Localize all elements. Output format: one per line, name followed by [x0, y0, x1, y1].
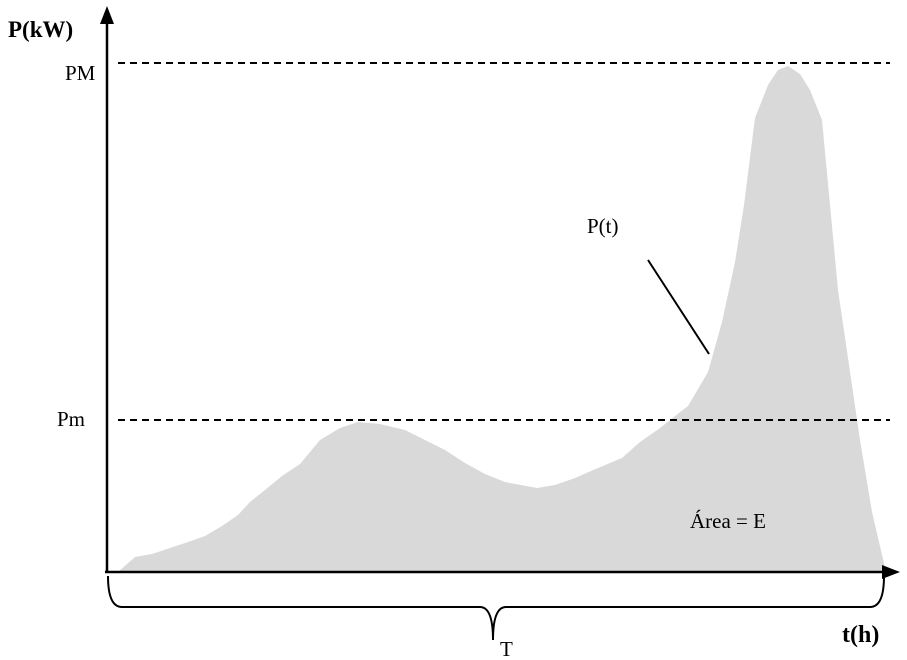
- max-power-label: PM: [65, 61, 96, 85]
- period-label: T: [500, 637, 513, 660]
- x-axis-arrowhead: [882, 565, 900, 579]
- area-label: Área = E: [690, 509, 766, 533]
- y-axis-arrowhead: [100, 6, 114, 24]
- min-power-label: Pm: [57, 407, 85, 431]
- curve-pointer-line: [647, 259, 710, 355]
- load-curve-area: [118, 66, 886, 572]
- curve-label: P(t): [587, 214, 619, 238]
- x-axis-label: t(h): [842, 622, 879, 648]
- y-axis-label: P(kW): [8, 17, 73, 42]
- period-brace: [107, 575, 885, 641]
